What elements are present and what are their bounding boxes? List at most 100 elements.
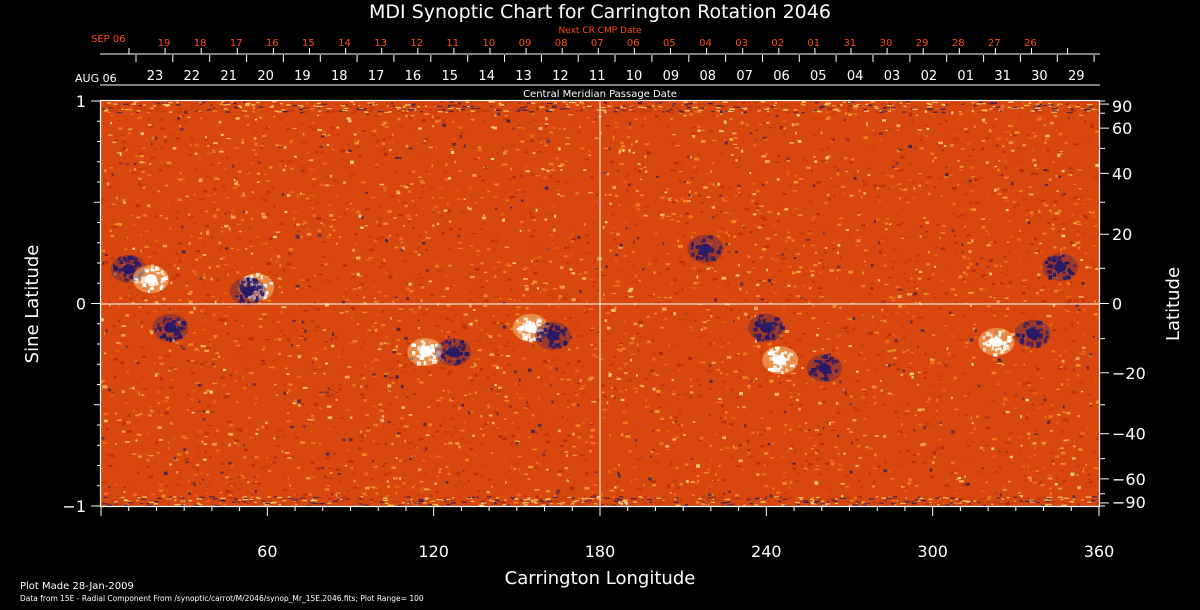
texture-speck — [1036, 324, 1039, 326]
texture-speck — [159, 362, 165, 365]
texture-speck — [268, 366, 274, 368]
texture-speck — [270, 258, 273, 261]
texture-speck — [226, 264, 229, 267]
texture-speck — [964, 193, 968, 196]
texture-speck — [286, 420, 292, 423]
texture-speck — [294, 224, 297, 227]
texture-speck — [633, 387, 638, 390]
texture-speck — [400, 370, 405, 373]
texture-speck — [914, 414, 917, 416]
texture-speck — [382, 464, 385, 468]
texture-speck — [425, 236, 431, 239]
texture-speck — [321, 255, 326, 258]
texture-speck — [644, 343, 649, 345]
texture-speck — [900, 237, 904, 239]
texture-speck — [472, 301, 475, 304]
texture-speck — [884, 101, 888, 104]
texture-speck — [487, 190, 491, 193]
negative-speck — [319, 145, 324, 148]
texture-speck — [512, 175, 516, 179]
texture-speck — [280, 311, 283, 314]
texture-speck — [534, 426, 536, 428]
texture-speck — [440, 367, 446, 369]
texture-speck — [794, 448, 799, 451]
cmp-date-label: 19 — [294, 69, 311, 84]
texture-speck — [593, 304, 599, 307]
texture-speck — [892, 363, 897, 366]
negative-speck — [278, 146, 282, 148]
texture-speck — [719, 416, 722, 420]
texture-speck — [628, 260, 631, 263]
texture-speck — [667, 301, 671, 304]
texture-speck — [706, 262, 711, 266]
texture-speck — [347, 366, 352, 368]
texture-speck — [952, 213, 955, 215]
texture-speck — [972, 356, 976, 359]
positive-speck — [741, 149, 744, 153]
texture-speck — [463, 197, 466, 200]
texture-speck — [1066, 310, 1070, 312]
texture-speck — [986, 244, 991, 247]
texture-speck — [247, 172, 251, 175]
texture-speck — [826, 147, 831, 150]
texture-speck — [209, 164, 213, 166]
texture-speck — [731, 220, 737, 224]
texture-speck — [228, 306, 233, 308]
texture-speck — [278, 352, 281, 356]
texture-speck — [138, 388, 142, 390]
texture-speck — [170, 379, 175, 381]
texture-speck — [936, 143, 938, 146]
texture-speck — [1095, 438, 1100, 440]
texture-speck — [373, 466, 377, 468]
texture-speck — [986, 193, 989, 196]
texture-speck — [332, 229, 336, 232]
texture-speck — [493, 240, 499, 243]
texture-speck — [276, 255, 281, 258]
texture-speck — [764, 485, 768, 487]
negative-speck — [879, 132, 883, 135]
texture-speck — [876, 186, 880, 190]
texture-speck — [261, 425, 265, 429]
texture-speck — [147, 131, 149, 133]
texture-speck — [137, 455, 143, 458]
texture-speck — [245, 297, 249, 300]
positive-speck — [490, 158, 495, 160]
texture-speck — [1063, 462, 1066, 466]
texture-speck — [912, 181, 916, 184]
texture-speck — [602, 409, 607, 411]
texture-speck — [1053, 246, 1057, 249]
texture-speck — [1073, 196, 1079, 199]
texture-speck — [309, 168, 315, 170]
texture-speck — [748, 381, 752, 385]
texture-speck — [821, 348, 825, 350]
texture-speck — [632, 466, 637, 469]
texture-speck — [475, 339, 481, 342]
texture-speck — [978, 200, 981, 203]
texture-speck — [738, 159, 741, 162]
texture-speck — [428, 146, 433, 149]
positive-speck — [814, 482, 819, 485]
texture-speck — [531, 448, 537, 451]
texture-speck — [178, 308, 183, 311]
texture-speck — [312, 288, 316, 291]
texture-speck — [611, 387, 614, 389]
texture-speck — [673, 390, 677, 393]
texture-speck — [241, 219, 244, 222]
texture-speck — [351, 273, 356, 275]
texture-speck — [902, 325, 905, 327]
texture-speck — [372, 440, 376, 443]
texture-speck — [811, 499, 815, 503]
texture-speck — [783, 424, 788, 427]
texture-speck — [111, 391, 116, 393]
texture-speck — [365, 385, 369, 389]
texture-speck — [440, 329, 443, 333]
texture-speck — [1043, 123, 1047, 127]
texture-speck — [480, 197, 484, 199]
texture-speck — [293, 493, 296, 496]
texture-speck — [195, 435, 200, 437]
texture-speck — [756, 190, 760, 193]
texture-speck — [779, 334, 783, 337]
next-cr-date-label: 10 — [483, 38, 496, 49]
negative-speck — [283, 391, 286, 395]
texture-speck — [618, 349, 623, 352]
